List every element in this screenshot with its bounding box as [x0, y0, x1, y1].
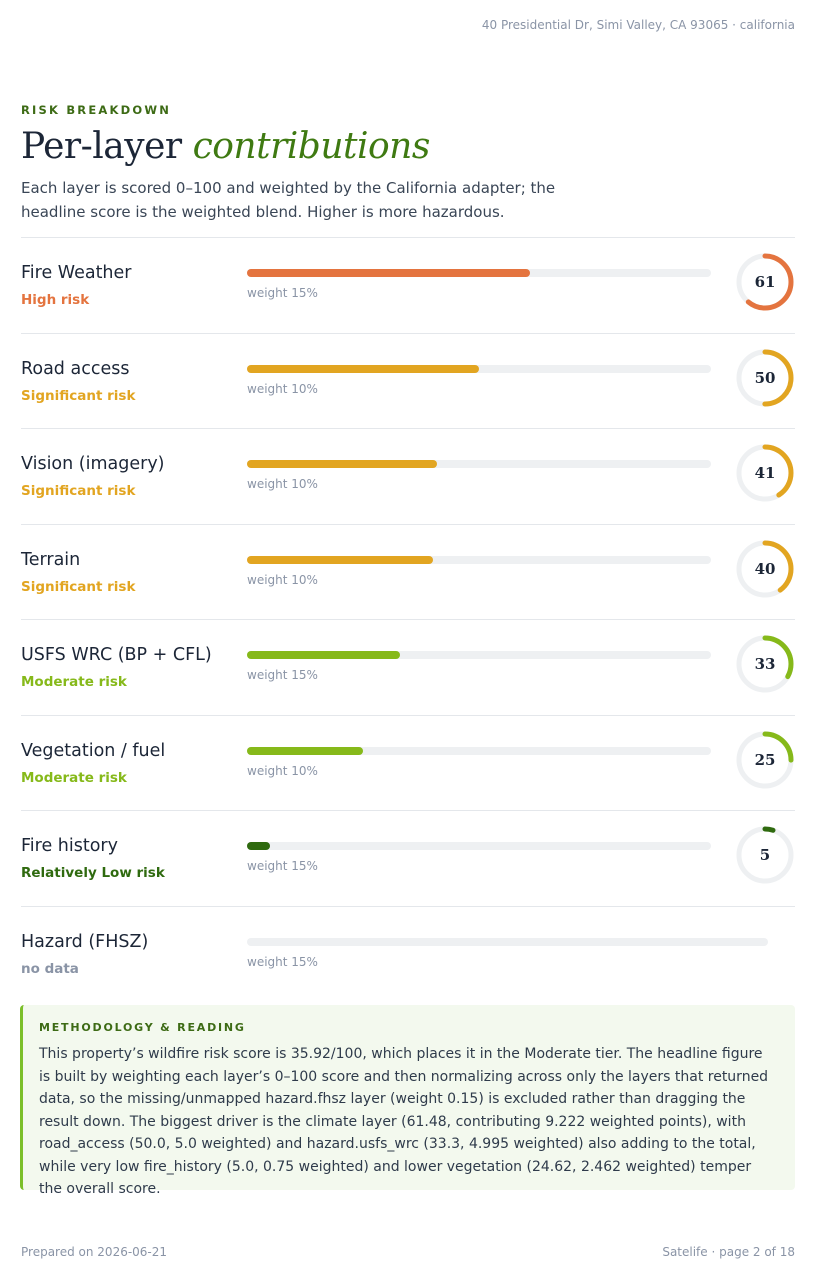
- title-plain: Per-layer: [21, 126, 182, 167]
- gauge-score: 5: [759, 846, 771, 864]
- gauge-arc: [736, 444, 794, 502]
- score-bar-fill: [247, 555, 433, 564]
- layer-row: Terrain Significant risk weight 10% 40: [21, 523, 795, 620]
- layer-tier: Significant risk: [21, 483, 136, 499]
- gauge-score: 25: [754, 750, 776, 769]
- gauge-score: 41: [754, 464, 776, 482]
- score-bar-track: [247, 269, 711, 277]
- layer-name: Road access: [21, 358, 130, 379]
- score-bar-fill: [247, 842, 271, 850]
- layer-tier: no data: [21, 960, 79, 977]
- layer-tier: Moderate risk: [21, 769, 127, 786]
- page-number: Satelife · page 2 of 18: [662, 1245, 795, 1259]
- layer-weight: weight 10%: [247, 381, 318, 396]
- layer-tier: Moderate risk: [21, 674, 127, 690]
- layer-tier: Significant risk: [21, 387, 136, 404]
- layer-name: USFS WRC (BP + CFL): [21, 645, 212, 665]
- gauge-score: 61: [754, 273, 776, 291]
- layer-row: Hazard (FHSZ) no data weight 15%: [21, 905, 795, 1002]
- gauge-arc: [736, 635, 794, 693]
- score-gauge: [736, 349, 794, 406]
- score-gauge: [736, 635, 794, 693]
- layer-row: Vision (imagery) Significant risk weight 1…: [21, 428, 795, 524]
- layer-weight: weight 15%: [247, 286, 318, 300]
- gauge-score: 33: [754, 655, 776, 673]
- layer-row: Fire history Relatively Low risk weight 15…: [21, 810, 795, 906]
- gauge-arc: [736, 731, 794, 788]
- layer-row: Vegetation / fuel Moderate risk weight 10%…: [21, 714, 795, 811]
- gauge-arc: [736, 540, 794, 597]
- report-address: 40 Presidential Dr, Simi Valley, CA 9306…: [481, 18, 795, 32]
- layer-weight: weight 10%: [247, 572, 318, 587]
- gauge-score: 50: [754, 368, 776, 387]
- prepared-date: Prepared on 2026-06-21: [21, 1245, 168, 1259]
- layer-name: Vegetation / fuel: [21, 740, 166, 761]
- methodology-title: METHODOLOGY & READING: [39, 1021, 246, 1034]
- layer-name: Terrain: [21, 549, 81, 570]
- layer-weight: weight 10%: [247, 763, 318, 778]
- score-gauge: [736, 253, 794, 311]
- layer-tier: High risk: [21, 292, 90, 308]
- score-bar-track: [247, 842, 711, 850]
- layer-name: Fire Weather: [21, 263, 132, 283]
- layer-weight: weight 15%: [247, 859, 318, 873]
- score-gauge: [736, 444, 794, 502]
- score-gauge: [736, 826, 794, 884]
- layer-tier: Relatively Low risk: [21, 865, 165, 881]
- title-accent: contributions: [192, 126, 431, 167]
- section-intro: Each layer is scored 0–100 and weighted …: [21, 179, 556, 221]
- score-bar-track: [247, 364, 711, 373]
- score-gauge: [736, 731, 794, 788]
- methodology-panel: METHODOLOGY & READING This property’s wi…: [20, 1005, 795, 1197]
- score-bar-fill: [247, 269, 531, 277]
- layer-row: Road access Significant risk weight 10% 50: [21, 332, 795, 429]
- layer-weight: weight 15%: [247, 954, 318, 969]
- layer-list: Fire Weather High risk weight 15% 61 Road ac…: [21, 237, 795, 1001]
- score-gauge: [736, 540, 794, 597]
- gauge-arc: [736, 253, 794, 311]
- layer-weight: weight 15%: [247, 668, 318, 682]
- section-eyebrow: RISK BREAKDOWN: [21, 103, 172, 117]
- layer-name: Vision (imagery): [21, 454, 165, 474]
- score-bar-track: [247, 937, 768, 946]
- layer-name: Fire history: [21, 836, 118, 856]
- score-bar-fill: [247, 364, 479, 373]
- methodology-body: This property’s wildfire risk score is 3…: [39, 1046, 769, 1197]
- layer-name: Hazard (FHSZ): [21, 931, 149, 952]
- score-bar-fill: [247, 460, 438, 468]
- layer-weight: weight 10%: [247, 477, 318, 491]
- score-bar-track: [247, 555, 711, 564]
- score-bar-track: [247, 460, 711, 468]
- gauge-score: 40: [754, 559, 776, 578]
- gauge-arc: [736, 826, 794, 884]
- score-bar-fill: [247, 651, 401, 659]
- layer-row: Fire Weather High risk weight 15% 61: [21, 237, 795, 333]
- score-bar-track: [247, 746, 711, 755]
- gauge-arc: [736, 349, 794, 406]
- layer-tier: Significant risk: [21, 578, 136, 595]
- section-title: Per-layer contributions: [21, 126, 430, 167]
- score-bar-fill: [247, 746, 363, 755]
- layer-row: USFS WRC (BP + CFL) Moderate risk weight 1…: [21, 619, 795, 715]
- score-bar-track: [247, 651, 711, 659]
